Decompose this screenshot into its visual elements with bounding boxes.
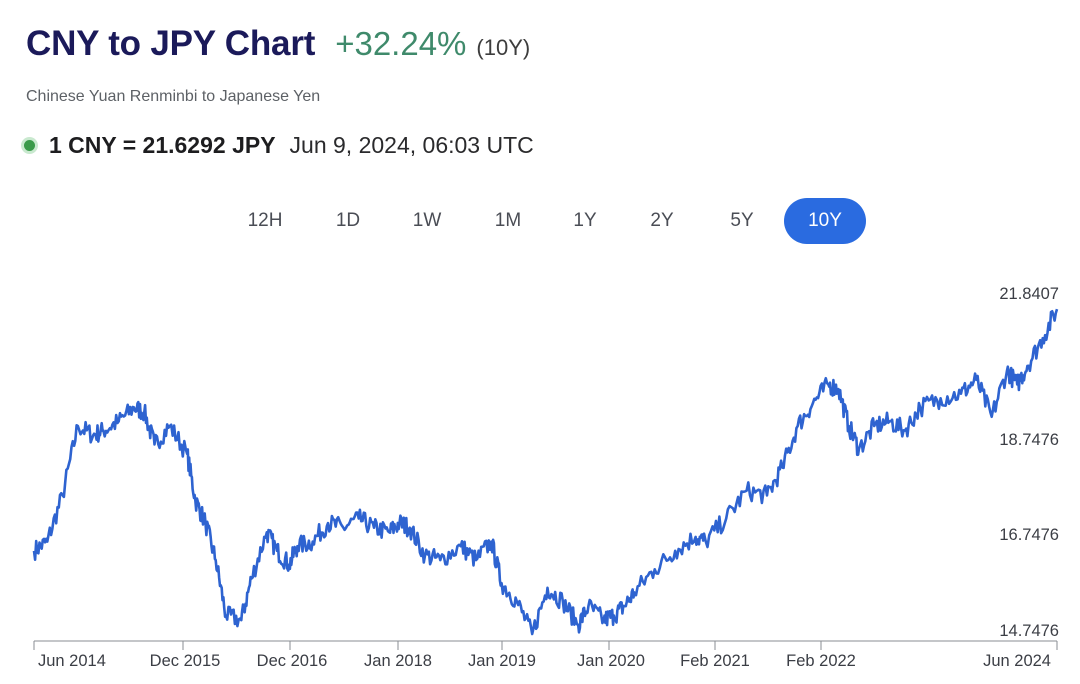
x-tick-label: Dec 2015 — [150, 652, 221, 670]
y-tick-label: 16.7476 — [999, 526, 1059, 544]
x-tick-label: Jan 2019 — [468, 652, 536, 670]
line-layer — [32, 308, 1059, 636]
x-tick-label: Jun 2024 — [983, 652, 1051, 670]
series-line — [32, 308, 1059, 636]
range-tab-1m[interactable]: 1M — [494, 210, 522, 231]
x-tick-label: Feb 2021 — [680, 652, 750, 670]
x-tick-label: Jan 2018 — [364, 652, 432, 670]
y-tick-label: 14.7476 — [999, 622, 1059, 640]
x-tick-label: Dec 2016 — [257, 652, 328, 670]
range-tab-1w[interactable]: 1W — [412, 210, 442, 231]
period-label: (10Y) — [476, 35, 531, 60]
page-title: CNY to JPY Chart — [26, 24, 316, 63]
range-tab-2y[interactable]: 2Y — [650, 210, 674, 231]
current-rate: 1 CNY = 21.6292 JPY — [49, 132, 276, 158]
rate-row: 1 CNY = 21.6292 JPY Jun 9, 2024, 06:03 U… — [24, 132, 534, 159]
range-tab-1d[interactable]: 1D — [335, 210, 361, 231]
x-tick-label: Jun 2014 — [38, 652, 106, 670]
y-axis-labels: 21.8407 18.7476 16.7476 14.7476 — [999, 285, 1059, 640]
y-tick-label: 21.8407 — [999, 285, 1059, 303]
y-tick-label: 18.7476 — [999, 431, 1059, 449]
live-status-icon — [24, 140, 35, 151]
title-row: CNY to JPY Chart +32.24% (10Y) — [26, 24, 530, 64]
x-tick-label: Jan 2020 — [577, 652, 645, 670]
x-tick-label: Feb 2022 — [786, 652, 856, 670]
rate-timestamp: Jun 9, 2024, 06:03 UTC — [289, 132, 534, 158]
range-tab-1y[interactable]: 1Y — [573, 210, 597, 231]
range-tab-10y[interactable]: 10Y — [784, 198, 866, 244]
x-axis: Jun 2014 Dec 2015 Dec 2016 Jan 2018 Jan 2019… — [33, 640, 1058, 670]
change-percent: +32.24% — [335, 25, 467, 62]
page-subtitle: Chinese Yuan Renminbi to Japanese Yen — [26, 88, 321, 105]
range-tab-12h[interactable]: 12H — [247, 210, 283, 231]
range-tab-5y[interactable]: 5Y — [730, 210, 754, 231]
